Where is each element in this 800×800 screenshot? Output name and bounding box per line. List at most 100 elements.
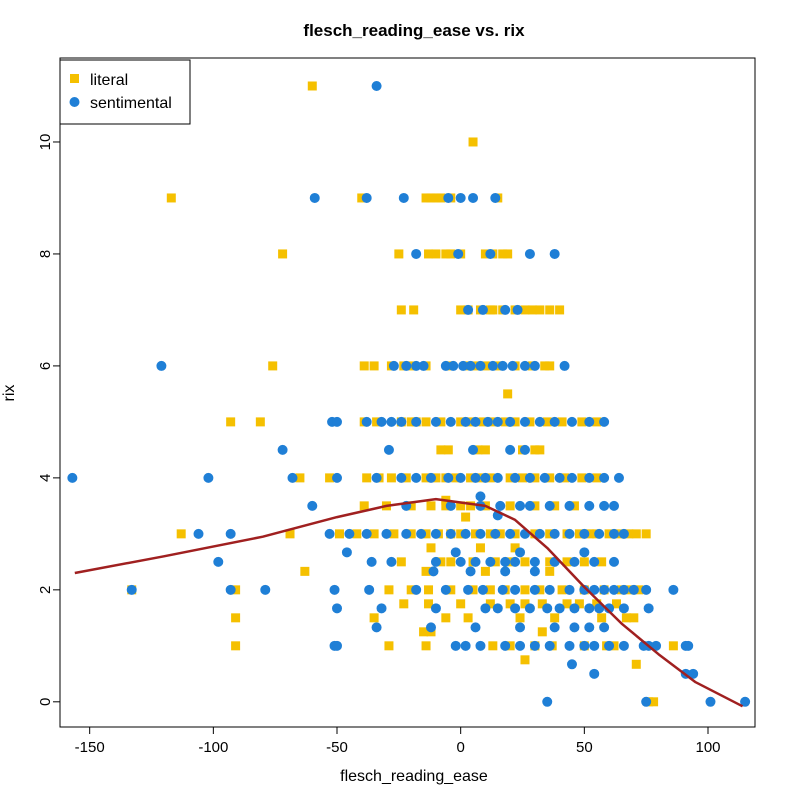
- point-sentimental: [740, 696, 751, 707]
- point-sentimental: [463, 304, 474, 315]
- point-literal: [409, 305, 419, 315]
- legend-sentimental-label: sentimental: [90, 95, 172, 112]
- point-literal: [424, 249, 434, 259]
- point-literal: [421, 566, 431, 576]
- point-literal: [520, 655, 530, 665]
- point-sentimental: [416, 528, 427, 539]
- point-literal: [540, 361, 550, 371]
- point-sentimental: [507, 360, 518, 371]
- point-sentimental: [344, 528, 355, 539]
- point-sentimental: [475, 640, 486, 651]
- point-literal: [597, 613, 607, 623]
- point-sentimental: [361, 528, 372, 539]
- point-sentimental: [341, 547, 352, 558]
- point-sentimental: [505, 528, 516, 539]
- point-literal: [226, 417, 236, 427]
- point-sentimental: [156, 360, 167, 371]
- point-literal: [325, 473, 335, 483]
- point-sentimental: [589, 584, 600, 595]
- point-literal: [592, 417, 602, 427]
- plot-area: [59, 57, 756, 728]
- point-sentimental: [329, 584, 340, 595]
- point-literal: [592, 599, 602, 609]
- point-sentimental: [468, 444, 479, 455]
- point-literal: [597, 557, 607, 567]
- point-sentimental: [260, 584, 271, 595]
- point-literal: [456, 599, 466, 609]
- point-sentimental: [584, 622, 595, 633]
- point-sentimental: [554, 603, 565, 614]
- point-sentimental: [366, 556, 377, 567]
- point-sentimental: [485, 248, 496, 259]
- point-sentimental: [564, 528, 575, 539]
- point-literal: [480, 445, 490, 455]
- point-sentimental: [445, 500, 456, 511]
- x-tick-label: -50: [326, 739, 348, 756]
- y-tick-label: 2: [37, 586, 54, 594]
- point-sentimental: [534, 416, 545, 427]
- point-sentimental: [609, 584, 620, 595]
- point-sentimental: [549, 248, 560, 259]
- point-sentimental: [544, 640, 555, 651]
- point-literal: [518, 473, 528, 483]
- point-sentimental: [628, 584, 639, 595]
- point-literal: [621, 613, 631, 623]
- point-literal: [530, 445, 540, 455]
- point-sentimental: [443, 472, 454, 483]
- point-literal: [537, 627, 547, 637]
- point-sentimental: [529, 640, 540, 651]
- point-sentimental: [225, 528, 236, 539]
- point-literal: [456, 501, 466, 511]
- point-sentimental: [332, 640, 343, 651]
- point-sentimental: [500, 556, 511, 567]
- point-literal: [505, 501, 515, 511]
- point-sentimental: [584, 500, 595, 511]
- point-sentimental: [364, 584, 375, 595]
- point-literal: [668, 641, 678, 651]
- point-literal: [555, 305, 565, 315]
- point-sentimental: [618, 584, 629, 595]
- point-literal: [468, 137, 478, 147]
- point-sentimental: [497, 360, 508, 371]
- point-sentimental: [599, 622, 610, 633]
- legend-sentimental-marker: [69, 97, 80, 107]
- point-sentimental: [539, 472, 550, 483]
- x-tick-label: 0: [457, 739, 465, 756]
- point-literal: [441, 613, 451, 623]
- point-sentimental: [430, 603, 441, 614]
- point-sentimental: [468, 192, 479, 203]
- point-sentimental: [470, 416, 481, 427]
- point-sentimental: [554, 472, 565, 483]
- point-literal: [369, 613, 379, 623]
- point-literal: [421, 417, 431, 427]
- point-sentimental: [510, 584, 521, 595]
- point-literal: [520, 305, 530, 315]
- y-tick-label: 10: [37, 134, 54, 151]
- point-sentimental: [460, 528, 471, 539]
- point-sentimental: [515, 640, 526, 651]
- point-sentimental: [455, 472, 466, 483]
- point-sentimental: [599, 472, 610, 483]
- point-sentimental: [529, 584, 540, 595]
- point-literal: [446, 557, 456, 567]
- x-axis: -150 -100 -50 0 50 100: [75, 726, 721, 756]
- point-sentimental: [225, 584, 236, 595]
- point-literal: [466, 501, 476, 511]
- point-literal: [389, 529, 399, 539]
- point-sentimental: [683, 640, 694, 651]
- point-literal: [542, 417, 552, 427]
- point-sentimental: [487, 360, 498, 371]
- point-sentimental: [460, 416, 471, 427]
- point-literal: [503, 249, 513, 259]
- point-literal: [362, 473, 372, 483]
- point-sentimental: [386, 416, 397, 427]
- point-sentimental: [455, 556, 466, 567]
- point-sentimental: [566, 416, 577, 427]
- point-sentimental: [440, 360, 451, 371]
- point-sentimental: [564, 500, 575, 511]
- point-literal: [456, 305, 466, 315]
- point-literal: [631, 529, 641, 539]
- point-literal: [255, 417, 265, 427]
- point-literal: [384, 641, 394, 651]
